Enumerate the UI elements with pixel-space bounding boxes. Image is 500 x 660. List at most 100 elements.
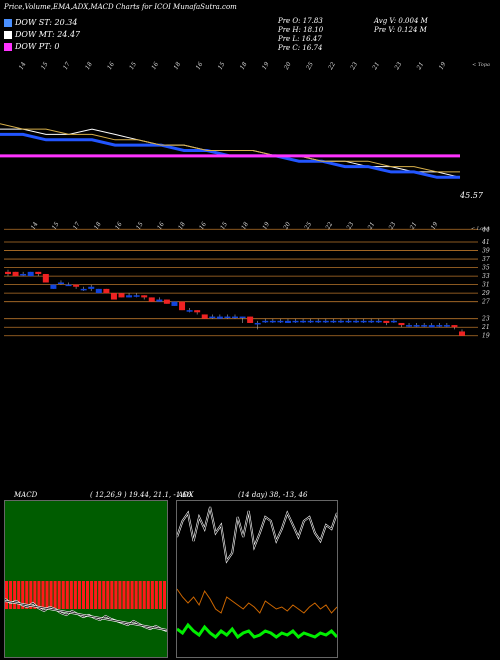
ema-date-tick: 15 (128, 61, 138, 71)
macd-bar (110, 581, 114, 609)
macd-bar (134, 581, 138, 609)
candle-body (353, 320, 360, 323)
legend-swatch-st (4, 19, 12, 27)
macd-bar (41, 581, 45, 609)
legend-dow-pt-label: DOW PT: 0 (15, 42, 60, 51)
candle-body (57, 282, 64, 284)
candle-body (300, 320, 307, 323)
volume-avg: Avg V: 0.004 M (374, 17, 428, 25)
macd-background (5, 501, 167, 657)
candle-body (277, 320, 284, 323)
candle-body (12, 271, 19, 277)
macd-bar (9, 581, 13, 609)
ema-date-tick: 18 (172, 61, 182, 71)
macd-bar (162, 581, 166, 609)
price-tick-label: 39 (482, 248, 490, 255)
candle-body (421, 325, 428, 327)
price-tick-label: 21 (481, 324, 490, 331)
candle-body (368, 320, 375, 323)
candle-date-tick: 14 (30, 221, 40, 231)
ema-date-tick: 15 (40, 61, 50, 71)
macd-bar (114, 581, 118, 609)
ema-date-tick: 22 (327, 61, 337, 72)
candle-body (133, 295, 140, 297)
macd-bar (86, 581, 90, 609)
candle-body (375, 320, 382, 323)
macd-bar (73, 581, 77, 609)
candle-date-tick: 15 (51, 221, 61, 231)
legend-swatch-pt (4, 43, 12, 51)
candle-body (232, 316, 238, 319)
candle-date-tick: 18 (177, 221, 187, 231)
candle-body (163, 299, 170, 304)
macd-lines (5, 598, 167, 632)
adx-title: ADX (178, 491, 194, 499)
candle-body (103, 288, 110, 294)
ema-date-tick: 23 (349, 61, 359, 72)
macd-bar (17, 581, 21, 609)
macd-bar (150, 581, 154, 609)
legend-dow-st: DOW ST: 20.34 (4, 18, 77, 27)
candle-body (216, 316, 223, 319)
candle-body (428, 325, 435, 328)
ema-date-tick: 19 (438, 61, 448, 71)
price-tick-label: 19 (482, 333, 490, 340)
macd-title: MACD (14, 491, 38, 499)
legend-dow-st-label: DOW ST: 20.34 (15, 18, 78, 27)
ema-date-tick: 25 (305, 61, 315, 72)
macd-bar (13, 581, 17, 609)
candle-body (179, 301, 186, 311)
candle-body (88, 286, 95, 289)
candles (5, 269, 465, 336)
ema-date-ticks: 14 15 17 18 16 15 16 18 16 15 18 19 20 25 22 23 21 23 21 19 (18, 61, 448, 72)
macd-histogram (5, 581, 166, 609)
candle-body (337, 320, 344, 323)
price-tick-label: 33 (482, 273, 490, 280)
candle-body (126, 295, 133, 298)
ema-date-tick: 21 (371, 61, 381, 72)
candle-body (451, 325, 458, 328)
candle-date-tick: 21 (366, 221, 376, 232)
candle-body (148, 297, 155, 302)
macd-bar (146, 581, 150, 609)
macd-line2 (5, 600, 167, 631)
macd-bar (122, 581, 126, 609)
macd-bar (158, 581, 162, 609)
macd-bar (5, 581, 9, 609)
candle-date-tick: 17 (72, 221, 82, 231)
candle-body (360, 320, 367, 323)
ema-lines (0, 123, 461, 179)
price-tick-label: 27 (481, 299, 490, 306)
candle-body (436, 325, 443, 327)
legend-swatch-mt (4, 31, 12, 39)
macd-bar (29, 581, 33, 609)
candle-body (194, 310, 201, 313)
price-tick-label: 23 (481, 316, 490, 323)
candle-body (459, 331, 465, 336)
candle-body (390, 320, 397, 323)
macd-bar (25, 581, 29, 609)
series-adx-orange (177, 588, 337, 614)
price-tick-label: 31 (482, 282, 490, 289)
series-adx-white (177, 506, 337, 563)
macd-bar (106, 581, 110, 609)
candle-body (27, 271, 34, 277)
macd-params: ( 12,26,9 ) 19.44, 21.1, -1.66 (90, 491, 192, 499)
candle-body (20, 273, 27, 276)
candle-date-tick: 18 (240, 221, 250, 231)
candle-body (262, 320, 269, 323)
candle-body (65, 284, 72, 287)
price-tick-label: 41 (481, 239, 490, 246)
adx-panel (176, 500, 338, 658)
candle-body (73, 284, 80, 287)
macd-bar (126, 581, 130, 609)
ema-date-tick: 15 (217, 61, 227, 71)
macd-bar (77, 581, 81, 609)
candle-body (307, 320, 314, 323)
candle-date-ticks: 14 15 17 18 16 15 16 18 16 15 18 19 20 25 22 23 21 23 21 19 (30, 221, 440, 232)
candle-body (383, 320, 390, 323)
candle-body (292, 320, 299, 323)
macd-bar (53, 581, 57, 609)
macd-bar (90, 581, 94, 609)
